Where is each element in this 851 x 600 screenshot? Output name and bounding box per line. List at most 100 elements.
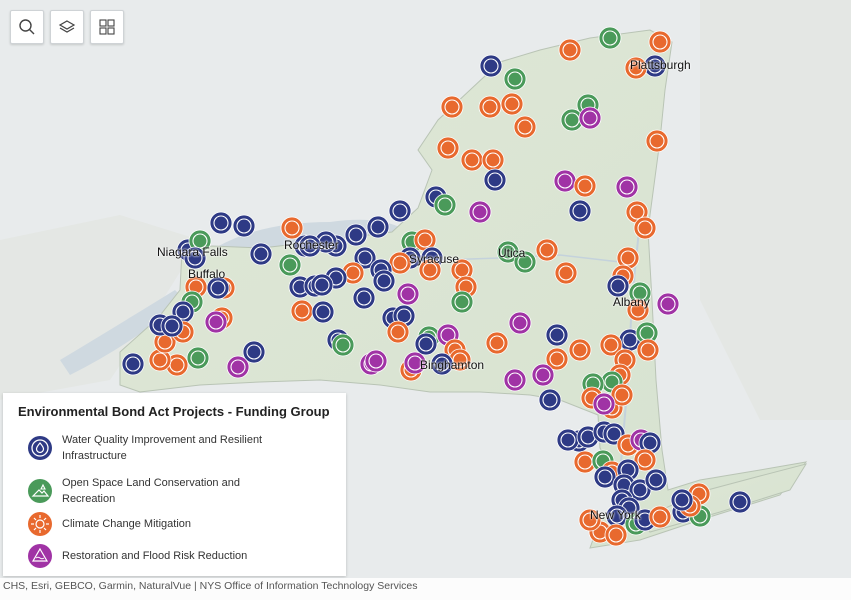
open-space-marker[interactable] bbox=[433, 193, 457, 217]
climate-mitigation-marker[interactable] bbox=[436, 136, 460, 160]
water-quality-marker[interactable] bbox=[545, 323, 569, 347]
climate-mitigation-marker[interactable] bbox=[460, 148, 484, 172]
open-space-marker[interactable] bbox=[628, 281, 652, 305]
climate-mitigation-marker[interactable] bbox=[558, 38, 582, 62]
restoration-marker[interactable] bbox=[531, 363, 555, 387]
water-quality-marker[interactable] bbox=[556, 428, 580, 452]
basemap-gallery-button[interactable] bbox=[90, 10, 124, 44]
climate-mitigation-marker[interactable] bbox=[599, 333, 623, 357]
open-space-marker[interactable] bbox=[513, 250, 537, 274]
climate-mitigation-marker[interactable] bbox=[616, 246, 640, 270]
water-quality-marker[interactable] bbox=[311, 300, 335, 324]
water-quality-marker[interactable] bbox=[568, 199, 592, 223]
water-quality-marker[interactable] bbox=[352, 286, 376, 310]
city-label-buffalo: Buffalo bbox=[188, 267, 226, 281]
climate-mitigation-marker[interactable] bbox=[573, 174, 597, 198]
open-space-marker[interactable] bbox=[186, 346, 210, 370]
open-space-marker[interactable] bbox=[278, 253, 302, 277]
lake-erie bbox=[60, 290, 185, 375]
city-label-rochester: Rochester bbox=[284, 238, 339, 252]
water-quality-marker[interactable] bbox=[643, 54, 667, 78]
climate-mitigation-marker[interactable] bbox=[633, 448, 657, 472]
flood-triangle-icon bbox=[28, 544, 52, 568]
water-quality-marker[interactable] bbox=[298, 234, 322, 258]
water-quality-marker[interactable] bbox=[372, 269, 396, 293]
water-quality-marker[interactable] bbox=[249, 242, 273, 266]
climate-mitigation-marker[interactable] bbox=[418, 258, 442, 282]
climate-mitigation-marker[interactable] bbox=[610, 383, 634, 407]
climate-mitigation-marker[interactable] bbox=[280, 216, 304, 240]
restoration-marker[interactable] bbox=[503, 368, 527, 392]
open-space-marker[interactable] bbox=[450, 290, 474, 314]
city-label-binghamton: Binghamton bbox=[420, 358, 485, 372]
water-quality-marker[interactable] bbox=[728, 490, 752, 514]
water-quality-marker[interactable] bbox=[479, 54, 503, 78]
restoration-marker[interactable] bbox=[656, 292, 680, 316]
water-quality-marker[interactable] bbox=[644, 468, 668, 492]
water-quality-marker[interactable] bbox=[670, 488, 694, 512]
climate-mitigation-marker[interactable] bbox=[535, 238, 559, 262]
water-quality-marker[interactable] bbox=[538, 388, 562, 412]
climate-mitigation-marker[interactable] bbox=[290, 299, 314, 323]
water-quality-marker[interactable] bbox=[160, 314, 184, 338]
climate-mitigation-marker[interactable] bbox=[624, 56, 648, 80]
restoration-marker[interactable] bbox=[226, 355, 250, 379]
water-quality-marker[interactable] bbox=[606, 274, 630, 298]
water-quality-marker[interactable] bbox=[121, 352, 145, 376]
water-quality-marker[interactable] bbox=[483, 168, 507, 192]
climate-mitigation-marker[interactable] bbox=[633, 216, 657, 240]
water-quality-marker[interactable] bbox=[388, 199, 412, 223]
climate-mitigation-marker[interactable] bbox=[648, 505, 672, 529]
climate-mitigation-marker[interactable] bbox=[478, 95, 502, 119]
climate-mitigation-marker[interactable] bbox=[626, 298, 650, 322]
water-quality-marker[interactable] bbox=[344, 223, 368, 247]
climate-mitigation-marker[interactable] bbox=[636, 338, 660, 362]
climate-mitigation-marker[interactable] bbox=[440, 95, 464, 119]
water-quality-marker[interactable] bbox=[430, 352, 454, 376]
restoration-marker[interactable] bbox=[592, 392, 616, 416]
search-button[interactable] bbox=[10, 10, 44, 44]
climate-mitigation-marker[interactable] bbox=[500, 92, 524, 116]
climate-mitigation-marker[interactable] bbox=[568, 338, 592, 362]
open-space-marker[interactable] bbox=[598, 26, 622, 50]
climate-mitigation-marker[interactable] bbox=[485, 331, 509, 355]
restoration-marker[interactable] bbox=[396, 282, 420, 306]
restoration-marker[interactable] bbox=[578, 106, 602, 130]
climate-mitigation-marker[interactable] bbox=[648, 30, 672, 54]
climate-mitigation-marker[interactable] bbox=[554, 261, 578, 285]
climate-mitigation-marker[interactable] bbox=[481, 148, 505, 172]
water-quality-marker[interactable] bbox=[183, 246, 207, 270]
climate-mitigation-marker[interactable] bbox=[513, 115, 537, 139]
water-quality-marker[interactable] bbox=[242, 340, 266, 364]
climate-mitigation-marker[interactable] bbox=[165, 353, 189, 377]
water-quality-marker[interactable] bbox=[206, 276, 230, 300]
climate-mitigation-marker[interactable] bbox=[545, 347, 569, 371]
water-quality-marker[interactable] bbox=[618, 328, 642, 352]
restoration-marker[interactable] bbox=[508, 311, 532, 335]
water-quality-marker[interactable] bbox=[366, 215, 390, 239]
climate-mitigation-marker[interactable] bbox=[578, 508, 602, 532]
city-label-albany: Albany bbox=[613, 295, 650, 309]
water-quality-marker[interactable] bbox=[310, 273, 334, 297]
restoration-marker[interactable] bbox=[204, 310, 228, 334]
restoration-marker[interactable] bbox=[553, 169, 577, 193]
water-quality-marker[interactable] bbox=[353, 246, 377, 270]
layers-button[interactable] bbox=[50, 10, 84, 44]
climate-mitigation-marker[interactable] bbox=[645, 129, 669, 153]
water-quality-marker[interactable] bbox=[232, 214, 256, 238]
open-space-marker[interactable] bbox=[331, 333, 355, 357]
restoration-marker[interactable] bbox=[468, 200, 492, 224]
climate-mitigation-marker[interactable] bbox=[604, 523, 628, 547]
water-quality-marker[interactable] bbox=[209, 211, 233, 235]
restoration-marker[interactable] bbox=[615, 175, 639, 199]
sun-icon bbox=[28, 512, 52, 536]
restoration-marker[interactable] bbox=[403, 351, 427, 375]
city-label-utica: Utica bbox=[498, 246, 526, 260]
open-space-marker[interactable] bbox=[496, 240, 520, 264]
open-space-marker[interactable] bbox=[503, 67, 527, 91]
climate-mitigation-marker[interactable] bbox=[386, 320, 410, 344]
water-quality-marker[interactable] bbox=[593, 465, 617, 489]
water-quality-marker[interactable] bbox=[414, 332, 438, 356]
restoration-marker[interactable] bbox=[364, 349, 388, 373]
